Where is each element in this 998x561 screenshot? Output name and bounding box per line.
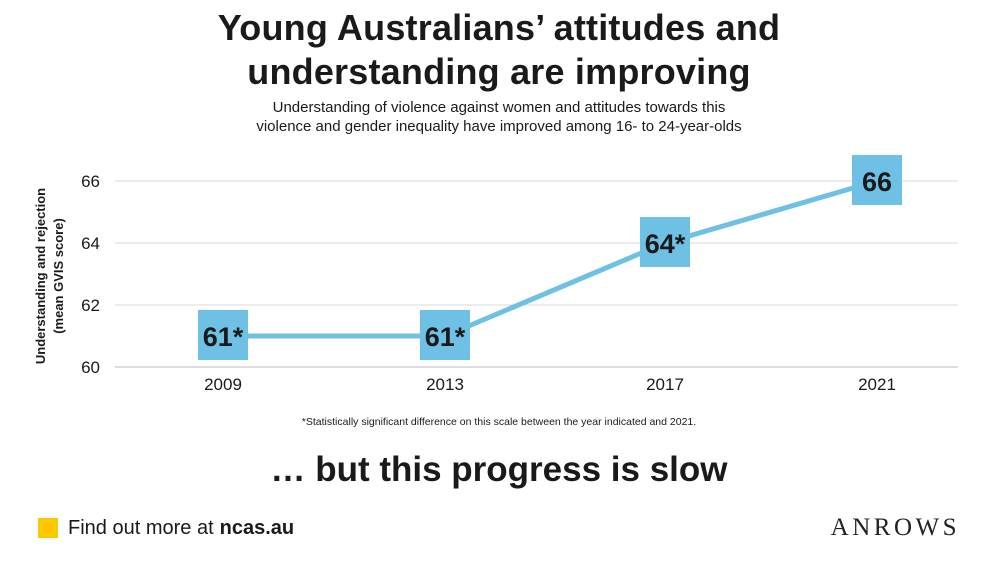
subtitle: Understanding of violence against women … [0, 98, 998, 136]
subtitle-line-2: violence and gender inequality have impr… [256, 118, 742, 135]
data-label: 61* [203, 322, 244, 352]
x-tick-label: 2013 [426, 375, 464, 394]
data-label: 61* [425, 322, 466, 352]
data-point-box [420, 310, 470, 360]
x-tick-label: 2017 [646, 375, 684, 394]
chart-footnote: *Statistically significant difference on… [301, 416, 697, 428]
series-line [220, 178, 880, 339]
cta-text: Find out more at [68, 516, 214, 539]
y-tick-label: 64 [81, 234, 100, 253]
ncas-link[interactable]: ncas.au [219, 516, 295, 539]
data-label: 64* [645, 229, 686, 259]
y-tick-label: 60 [81, 358, 100, 377]
data-point-box [852, 155, 902, 205]
y-axis-label-line-2: (mean GVIS score) [51, 218, 66, 334]
page-title: Young Australians’ attitudes and underst… [0, 6, 998, 94]
data-point-box [640, 217, 690, 267]
x-tick-label: 2021 [858, 375, 896, 394]
line-chart: 60 62 64 66 Understanding and rejection (mean… [33, 155, 958, 394]
yellow-square-icon [38, 518, 58, 538]
y-axis-label-line-1: Understanding and rejection [33, 188, 48, 364]
subtitle-line-1: Understanding of violence against women … [272, 99, 726, 116]
title-line-1: Young Australians’ attitudes and [217, 7, 781, 48]
anrows-logo: ANROWS [830, 514, 960, 541]
x-tick-label: 2009 [204, 375, 242, 394]
data-point-box [198, 310, 248, 360]
title-line-2: understanding are improving [247, 51, 751, 92]
y-tick-label: 66 [81, 172, 100, 191]
y-tick-label: 62 [81, 296, 100, 315]
tagline: … but this progress is slow [270, 450, 728, 489]
data-label: 66 [862, 167, 892, 197]
cta: Find out more at ncas.au [38, 515, 294, 541]
